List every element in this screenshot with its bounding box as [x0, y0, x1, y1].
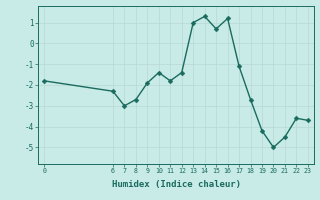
X-axis label: Humidex (Indice chaleur): Humidex (Indice chaleur) — [111, 180, 241, 189]
